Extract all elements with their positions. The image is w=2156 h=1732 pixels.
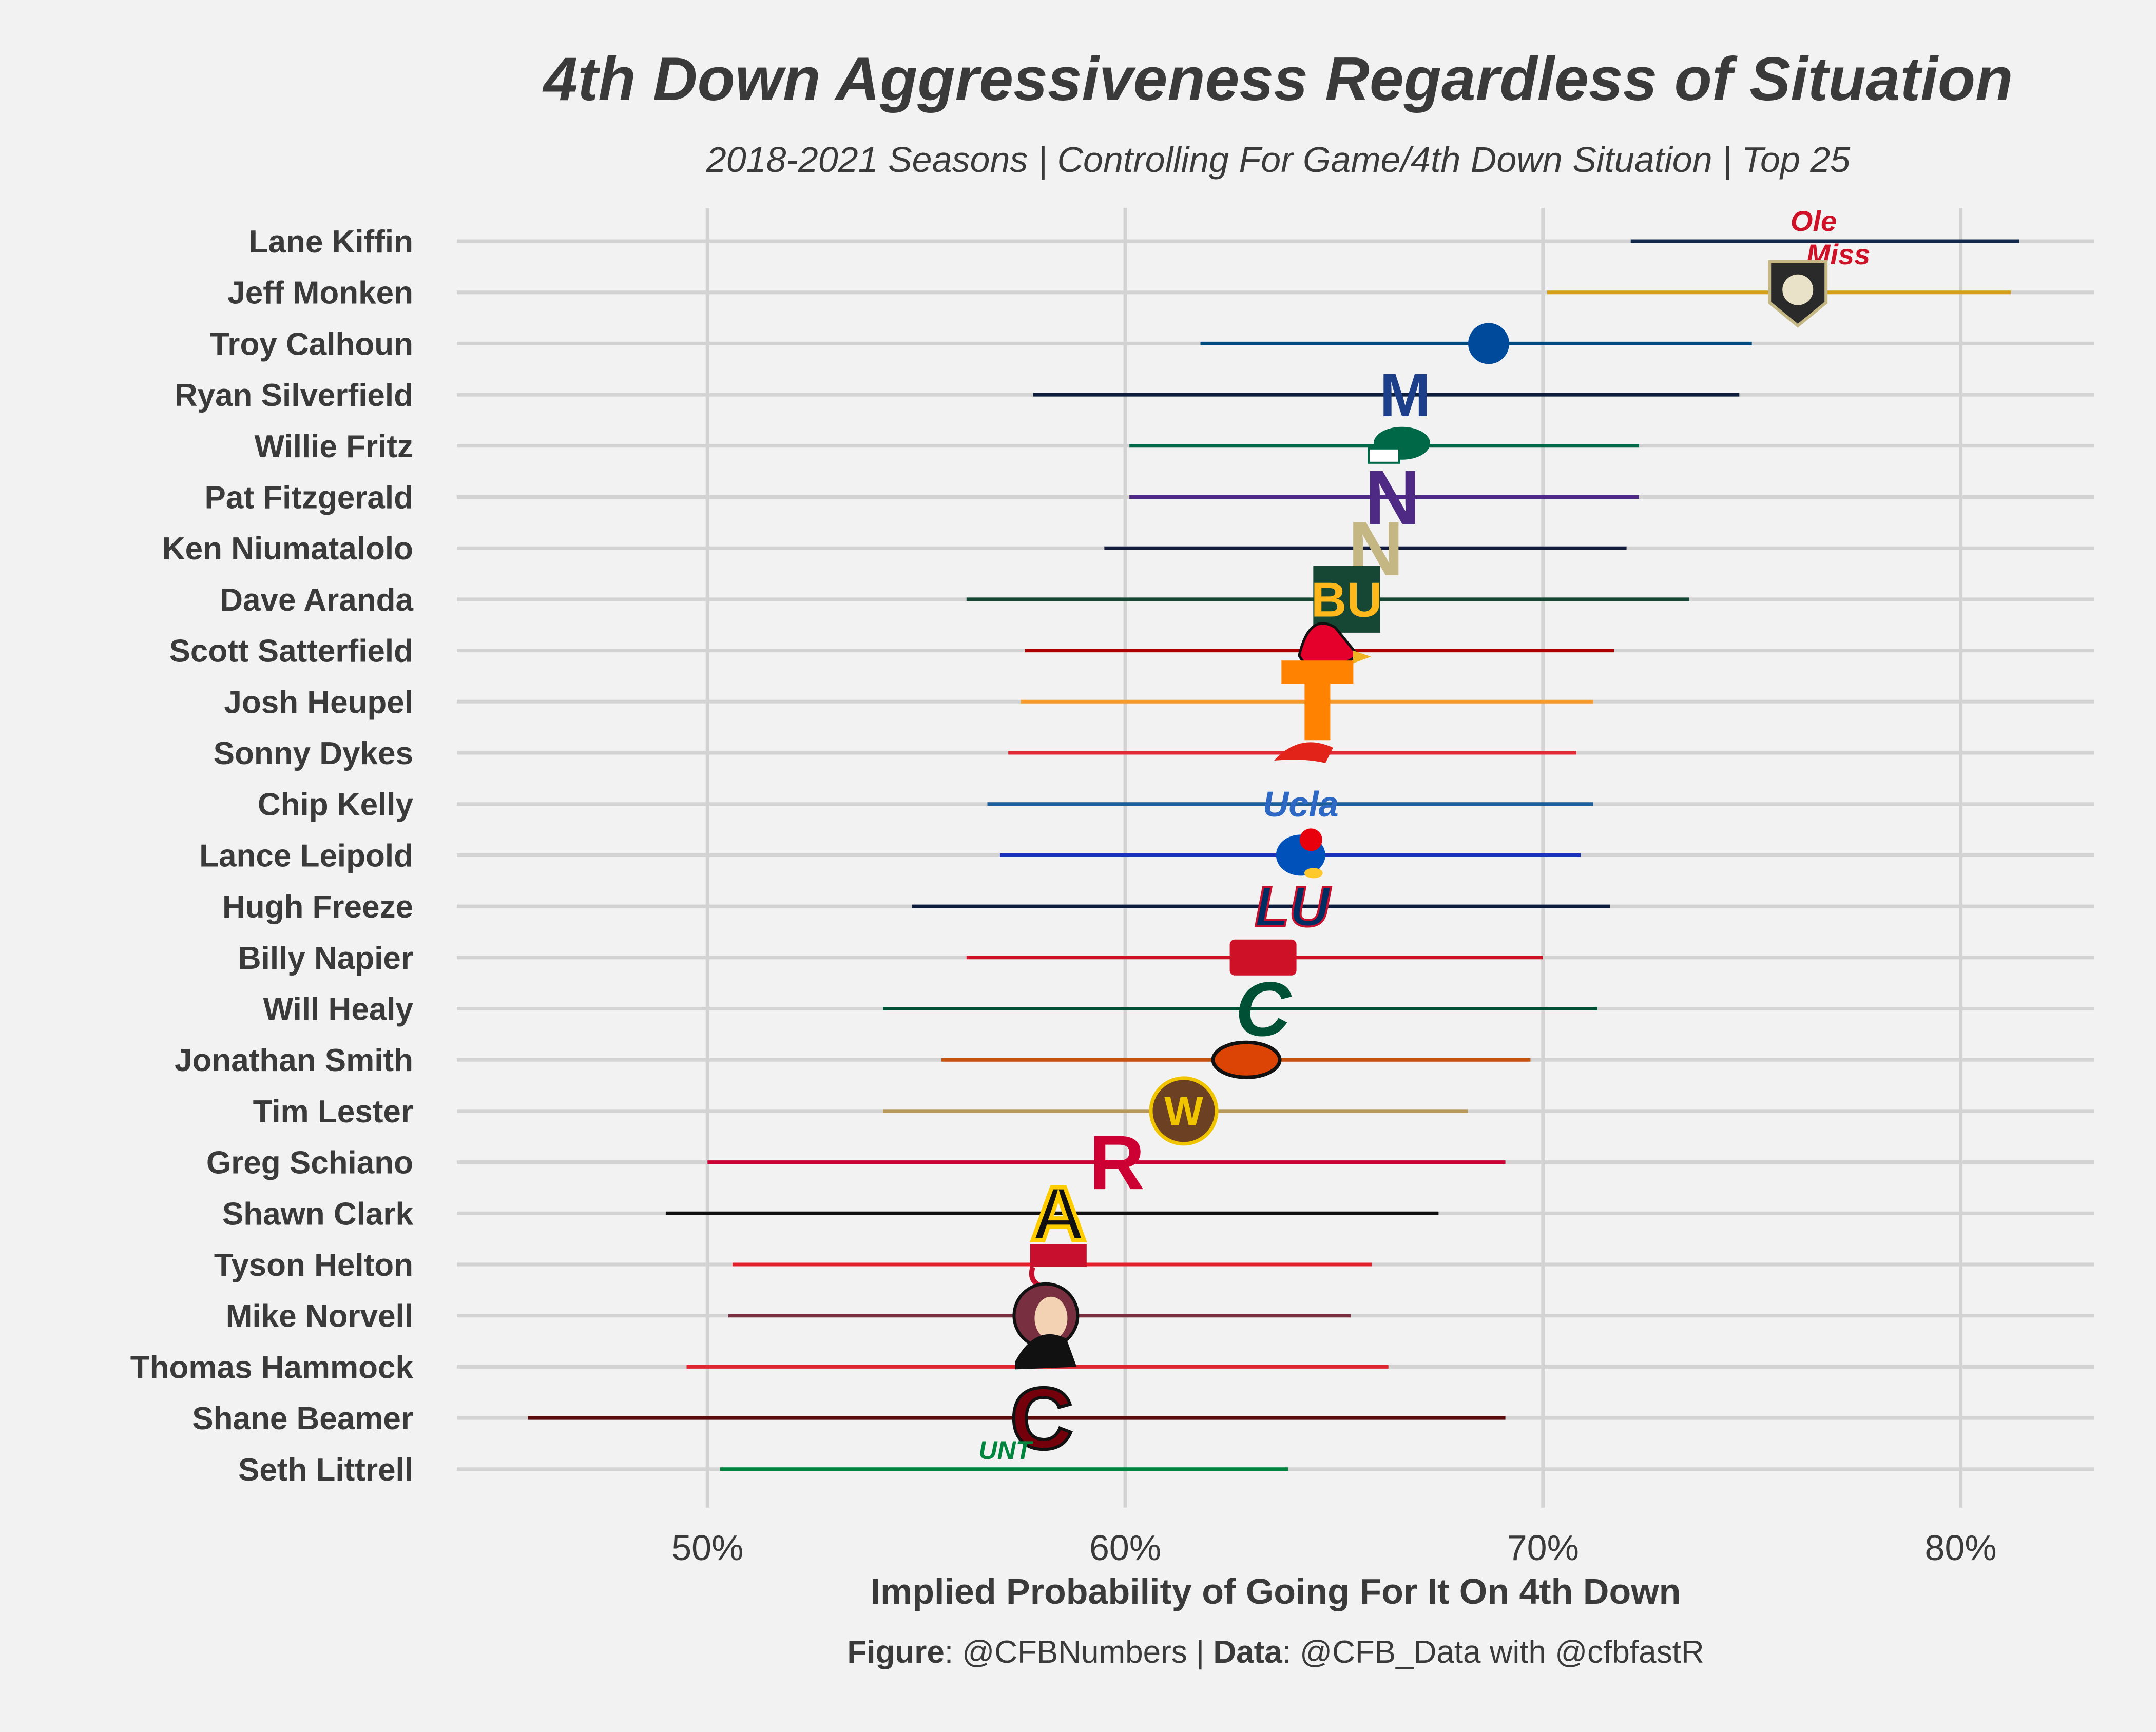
chart-subtitle: 2018-2021 Seasons | Controlling For Game… [706,140,1851,180]
team-logo: W [1149,1076,1219,1146]
x-axis-tick-labels: 50% 60% 70% 80% [671,1528,1996,1568]
team-logo-text: W [1164,1088,1203,1134]
coach-label: Billy Napier [238,941,413,976]
team-logo-text: C [1235,966,1292,1052]
coach-label: Jonathan Smith [175,1043,413,1078]
team-logo: M [1379,361,1431,430]
coach-label: Tim Lester [253,1094,413,1130]
team-logo: C [1009,1369,1075,1469]
team-logo [1367,426,1430,464]
team-logo [1229,939,1297,976]
jayhawk-head-icon [1299,828,1322,851]
husky-head-icon [1015,1334,1077,1370]
seminole-face-icon [1034,1296,1068,1340]
army-helmet-icon [1782,274,1814,305]
team-logo [1276,828,1325,879]
coach-label: Jeff Monken [227,276,413,311]
wmu-circle-icon [1149,1076,1219,1146]
jayhawk-feet-icon [1304,868,1323,879]
coach-label: Chip Kelly [258,787,414,823]
x-tick-label: 80% [1925,1528,1997,1568]
coach-label: Willie Fritz [255,429,413,464]
cardinal-beak-icon [1353,650,1371,664]
team-logo-text: M [1379,361,1431,430]
chart-caption: Figure: @CFBNumbers | Data: @CFB_Data wi… [847,1634,1704,1670]
x-tick-label: 70% [1507,1528,1579,1568]
coach-label: Shane Beamer [192,1401,413,1436]
wku-towel-icon [1030,1244,1087,1267]
team-logo: Ucla [1263,784,1339,824]
team-logo [1281,660,1354,741]
team-logo-icon [1468,323,1510,364]
cajuns-badge-icon [1229,939,1297,976]
team-logo: C [1235,966,1292,1052]
team-logo-text: A [1031,1171,1086,1257]
x-axis-title: Implied Probability of Going For It On 4… [871,1571,1681,1611]
mustang-icon [1274,742,1333,763]
team-logo-text: Ole [1791,205,1837,237]
coach-label: Dave Aranda [220,582,413,618]
team-logo-text: Ucla [1263,784,1339,824]
coach-label: Lance Leipold [199,838,413,873]
team-logo [1015,1334,1077,1370]
team-logo [1768,260,1828,328]
team-logo-text: LU [1255,875,1331,939]
caption-data-label: Data [1213,1634,1282,1670]
team-logo [1211,1040,1282,1079]
coach-label: Sonny Dykes [214,736,413,771]
team-logo-text: UNT [979,1436,1034,1465]
coach-label: Thomas Hammock [130,1350,414,1385]
caption-data-value: : @CFB_Data with @cfbfastR [1282,1634,1704,1670]
beaver-icon [1211,1040,1282,1079]
coach-label: Will Healy [263,992,414,1027]
tulane-banner-icon [1367,447,1400,464]
coach-label: Hugh Freeze [222,889,413,925]
coach-label: Lane Kiffin [249,224,413,260]
coach-label: Shawn Clark [222,1196,414,1232]
team-logo-text: N [1365,454,1420,540]
team-logo: BU [1311,566,1382,633]
coach-label: Troy Calhoun [210,326,413,362]
chart-title: 4th Down Aggressiveness Regardless of Si… [543,45,2013,113]
caption-figure-value: : @CFBNumbers | [945,1634,1213,1670]
coach-label: Ryan Silverfield [175,378,413,413]
coach-label: Tyson Helton [214,1248,413,1283]
coach-label: Scott Satterfield [169,634,413,669]
baylor-badge-icon [1313,566,1380,633]
vertical-gridlines [705,208,1963,1508]
coach-label: Josh Heupel [224,685,413,720]
team-logo: N [1365,454,1420,540]
coach-label: Pat Fitzgerald [204,480,413,516]
caption-figure-label: Figure [847,1634,944,1670]
coach-label: Ken Niumatalolo [162,531,413,567]
coach-label: Mike Norvell [226,1299,413,1334]
team-logo-text: C [1010,1370,1073,1468]
team-logo: LU [1254,874,1332,940]
team-logo-text: BU [1311,573,1382,628]
team-logo: UNT [979,1436,1034,1465]
x-tick-label: 50% [671,1528,743,1568]
coach-label: Seth Littrell [238,1452,413,1488]
team-logo: R [1089,1119,1145,1205]
x-tick-label: 60% [1089,1528,1161,1568]
team-logo [1274,742,1333,763]
coach-label: Greg Schiano [206,1145,413,1181]
team-logo: A [1029,1169,1088,1259]
team-logo [1468,323,1510,364]
tennessee-t-icon [1281,660,1354,741]
team-logo-text: R [1089,1119,1145,1205]
y-axis-labels: Lane Kiffin Jeff Monken Troy Calhoun Ryan S… [130,224,414,1488]
